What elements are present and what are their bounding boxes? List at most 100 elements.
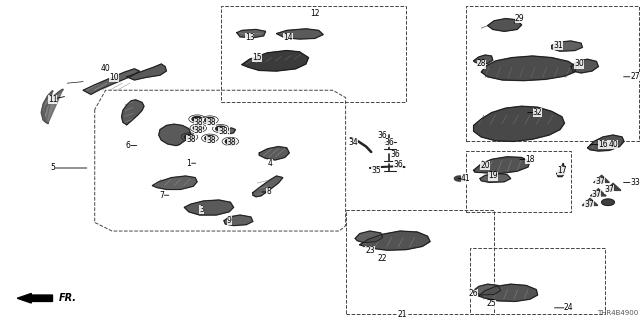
- Text: 4: 4: [268, 159, 273, 168]
- Text: 38: 38: [186, 135, 196, 144]
- Text: 32: 32: [532, 108, 543, 117]
- Circle shape: [602, 199, 614, 205]
- Bar: [346, 210, 494, 314]
- Text: 12: 12: [310, 9, 319, 18]
- Text: 7: 7: [159, 191, 164, 200]
- Bar: [466, 6, 639, 141]
- Text: THR4B4900: THR4B4900: [598, 310, 639, 316]
- Text: 37: 37: [595, 177, 605, 186]
- Text: 17: 17: [557, 166, 567, 175]
- Text: 15: 15: [252, 53, 262, 62]
- Text: 5: 5: [50, 164, 55, 172]
- Polygon shape: [552, 41, 582, 51]
- Polygon shape: [594, 175, 609, 182]
- Text: 34: 34: [348, 138, 358, 147]
- Polygon shape: [237, 29, 266, 38]
- Circle shape: [192, 116, 202, 122]
- Text: 28: 28: [477, 60, 486, 68]
- Polygon shape: [159, 124, 191, 146]
- FancyArrow shape: [17, 293, 52, 303]
- Polygon shape: [122, 100, 144, 125]
- Text: 26: 26: [468, 289, 479, 298]
- Circle shape: [184, 134, 195, 140]
- Polygon shape: [223, 128, 236, 134]
- Polygon shape: [42, 90, 63, 123]
- Polygon shape: [591, 189, 606, 196]
- Text: 33: 33: [630, 178, 640, 187]
- Polygon shape: [582, 198, 598, 205]
- Text: FR.: FR.: [59, 293, 77, 303]
- Text: 40: 40: [100, 64, 111, 73]
- Circle shape: [216, 126, 226, 131]
- Text: 20: 20: [480, 161, 490, 170]
- Text: 40: 40: [608, 140, 618, 149]
- Text: 22: 22: [378, 254, 387, 263]
- Polygon shape: [259, 147, 289, 160]
- Text: 25: 25: [486, 300, 497, 308]
- Polygon shape: [152, 176, 197, 189]
- Polygon shape: [360, 231, 430, 250]
- Text: 36: 36: [384, 138, 394, 147]
- Text: 38: 38: [218, 127, 228, 136]
- Text: 35: 35: [371, 166, 381, 175]
- Text: 31: 31: [553, 41, 563, 50]
- Polygon shape: [242, 51, 308, 71]
- Text: 6: 6: [125, 141, 131, 150]
- Text: 38: 38: [193, 126, 204, 135]
- Polygon shape: [127, 64, 166, 80]
- Text: 38: 38: [227, 138, 237, 147]
- Text: 27: 27: [630, 72, 640, 81]
- Text: 13: 13: [244, 33, 255, 42]
- Polygon shape: [571, 59, 598, 73]
- Text: 21: 21: [397, 310, 406, 319]
- Text: 16: 16: [598, 140, 608, 149]
- Bar: [221, 6, 406, 102]
- Text: 38: 38: [206, 118, 216, 127]
- Polygon shape: [355, 231, 383, 243]
- Circle shape: [225, 139, 236, 144]
- Polygon shape: [557, 163, 564, 177]
- Text: 37: 37: [591, 190, 602, 199]
- Text: 23: 23: [365, 246, 375, 255]
- Text: 24: 24: [563, 303, 573, 312]
- Text: 36: 36: [390, 150, 401, 159]
- Polygon shape: [474, 106, 564, 141]
- Text: 9: 9: [227, 216, 232, 225]
- Bar: [466, 151, 571, 212]
- Polygon shape: [488, 19, 522, 31]
- Polygon shape: [480, 173, 511, 182]
- Circle shape: [454, 176, 465, 181]
- Polygon shape: [588, 135, 624, 151]
- Text: 14: 14: [283, 33, 293, 42]
- Text: 37: 37: [604, 185, 614, 194]
- Polygon shape: [605, 183, 621, 190]
- Polygon shape: [253, 176, 283, 197]
- Polygon shape: [224, 215, 253, 226]
- Polygon shape: [276, 29, 323, 39]
- Polygon shape: [474, 284, 500, 295]
- Polygon shape: [481, 56, 576, 81]
- Polygon shape: [184, 200, 234, 215]
- Circle shape: [205, 117, 215, 123]
- Text: 38: 38: [193, 118, 204, 127]
- Polygon shape: [83, 69, 140, 94]
- Text: 37: 37: [584, 200, 594, 209]
- Text: 18: 18: [525, 155, 534, 164]
- Text: 1: 1: [186, 159, 191, 168]
- Bar: [470, 248, 605, 314]
- Polygon shape: [479, 284, 538, 301]
- Circle shape: [193, 125, 204, 131]
- Text: 30: 30: [574, 60, 584, 68]
- Polygon shape: [474, 55, 493, 64]
- Text: 38: 38: [206, 136, 216, 145]
- Text: 2: 2: [225, 127, 230, 136]
- Text: 41: 41: [461, 174, 471, 183]
- Text: 3: 3: [199, 205, 204, 214]
- Text: 19: 19: [488, 172, 498, 180]
- Text: 29: 29: [515, 14, 525, 23]
- Text: 36: 36: [393, 160, 403, 169]
- Text: 10: 10: [109, 73, 119, 82]
- Text: 11: 11: [48, 95, 57, 104]
- Polygon shape: [474, 157, 530, 173]
- Text: 8: 8: [266, 188, 271, 196]
